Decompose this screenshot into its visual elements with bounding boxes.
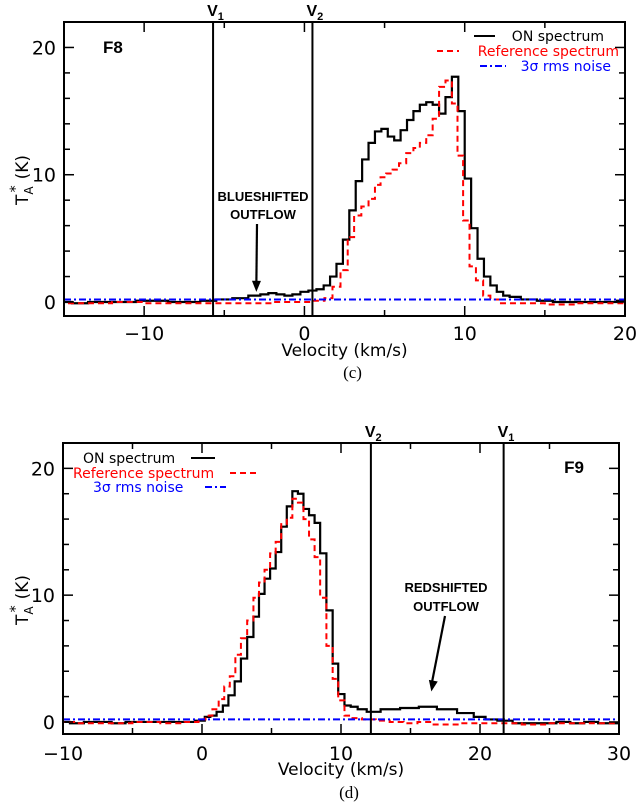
y-tick-label: 0 xyxy=(44,292,56,314)
legend-label: ON spectrum xyxy=(83,451,175,467)
y-axis-label: TA* (K) xyxy=(8,575,36,626)
y-axis-label-sub: A xyxy=(22,186,36,195)
y-axis-label-unit: (K) xyxy=(13,155,33,179)
y-axis-label-base: T xyxy=(13,614,33,626)
velocity-line-label-base: V xyxy=(498,424,509,441)
velocity-line-label: V1 xyxy=(498,424,515,444)
y-tick-label: 0 xyxy=(43,712,55,734)
velocity-line-label-sub: 2 xyxy=(317,11,323,23)
velocity-line-label: V2 xyxy=(306,3,323,23)
x-tick-label: 10 xyxy=(453,323,477,345)
y-tick-label: 20 xyxy=(32,37,56,59)
y-axis-label-base: T xyxy=(13,194,33,206)
velocity-line-label-sub: 1 xyxy=(508,432,514,444)
annotation-line-2: OUTFLOW xyxy=(413,599,479,614)
annotation-line-1: REDSHIFTED xyxy=(404,580,487,595)
x-axis-label: Velocity (km/s) xyxy=(278,760,404,780)
series-line-on-spectrum xyxy=(63,490,619,725)
series-line-reference-spectrum xyxy=(63,497,619,726)
y-axis-label-sub: A xyxy=(22,606,36,615)
y-tick-label: 10 xyxy=(31,585,55,607)
annotation-arrow-head xyxy=(251,280,261,292)
x-tick-label: −10 xyxy=(124,323,164,345)
x-tick-label: 20 xyxy=(613,323,636,345)
annotation-arrow-shaft xyxy=(255,223,259,286)
y-tick-label: 20 xyxy=(31,458,55,480)
source-label: F8 xyxy=(103,38,123,57)
plot-frame xyxy=(63,21,626,317)
x-tick-label: 20 xyxy=(468,743,492,765)
x-axis-label: Velocity (km/s) xyxy=(281,341,407,361)
legend-label: ON spectrum xyxy=(512,29,604,45)
legend-label: 3σ rms noise xyxy=(93,480,183,496)
velocity-line-label-base: V xyxy=(306,3,317,20)
panel-caption: (d) xyxy=(339,783,359,802)
legend-label: Reference spectrum xyxy=(73,466,214,482)
legend-label: Reference spectrum xyxy=(478,44,619,60)
y-tick-label: 10 xyxy=(32,165,56,187)
velocity-line-label-sub: 2 xyxy=(376,432,382,444)
series-line-reference-spectrum xyxy=(64,79,625,306)
y-axis-label-sup: * xyxy=(8,605,24,612)
source-label: F9 xyxy=(564,458,584,477)
legend-label: 3σ rms noise xyxy=(521,59,611,75)
velocity-line-label-base: V xyxy=(365,424,376,441)
series-line-on-spectrum xyxy=(64,75,625,305)
y-axis-label: TA* (K) xyxy=(8,155,36,206)
y-axis-label-sup: * xyxy=(8,185,24,192)
x-tick-label: 30 xyxy=(607,743,631,765)
velocity-line-label: V2 xyxy=(365,424,382,444)
chart-panel-d: −10 0 10 20 30 0 10 20 Velocity (km/s) TA* (K) (d) V… xyxy=(8,424,631,802)
velocity-line-label-sub: 1 xyxy=(218,11,224,23)
x-tick-label: 0 xyxy=(298,323,310,345)
x-tick-label: −10 xyxy=(43,743,83,765)
velocity-line-label: V1 xyxy=(207,3,224,23)
y-axis-label-unit: (K) xyxy=(13,575,33,599)
annotation-arrow-shaft xyxy=(430,615,447,686)
velocity-line-label-base: V xyxy=(207,3,218,20)
x-tick-label: 0 xyxy=(196,743,208,765)
x-tick-label: 10 xyxy=(329,743,353,765)
annotation-line-1: BLUESHIFTED xyxy=(218,189,309,204)
annotation-line-2: OUTFLOW xyxy=(230,207,296,222)
annotation-arrow-head xyxy=(428,679,438,692)
panel-caption: (c) xyxy=(343,363,362,382)
